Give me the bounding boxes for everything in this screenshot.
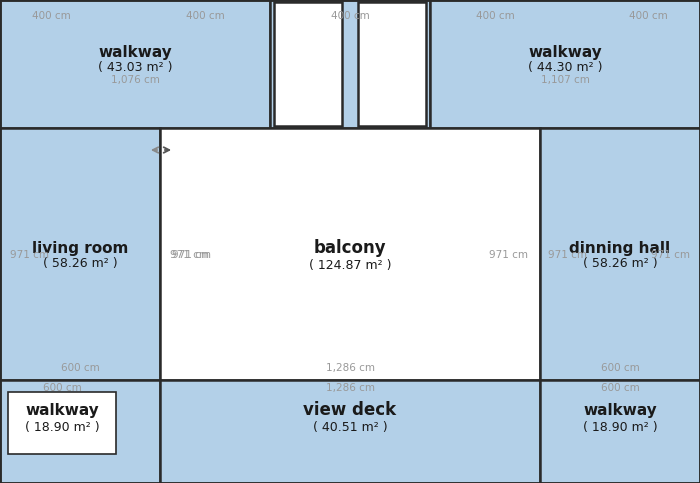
Bar	[540, 380, 700, 483]
Text: living room: living room	[32, 241, 128, 256]
Bar	[358, 2, 426, 126]
Text: 971 cm: 971 cm	[10, 250, 49, 260]
Text: ( 18.90 m² ): ( 18.90 m² )	[25, 422, 99, 435]
Text: 1,076 cm: 1,076 cm	[111, 75, 160, 85]
Text: ( 43.03 m² ): ( 43.03 m² )	[98, 60, 172, 73]
Bar	[270, 0, 430, 128]
Text: 971 cm: 971 cm	[172, 250, 211, 260]
Text: dinning hall: dinning hall	[569, 241, 671, 256]
Bar	[274, 2, 342, 126]
Text: ( 40.51 m² ): ( 40.51 m² )	[313, 422, 387, 435]
Text: 971 cm: 971 cm	[170, 250, 209, 260]
Bar	[0, 128, 160, 380]
Text: 1,286 cm: 1,286 cm	[326, 383, 374, 393]
Text: 971 cm: 971 cm	[489, 250, 528, 260]
Text: 400 cm: 400 cm	[32, 11, 71, 21]
Text: 600 cm: 600 cm	[61, 363, 99, 373]
Bar	[160, 128, 540, 380]
Text: ( 58.26 m² ): ( 58.26 m² )	[582, 256, 657, 270]
Bar	[0, 380, 160, 483]
Text: 400 cm: 400 cm	[629, 11, 668, 21]
Text: 600 cm: 600 cm	[43, 383, 81, 393]
Text: 400 cm: 400 cm	[330, 11, 370, 21]
Text: 400 cm: 400 cm	[186, 11, 225, 21]
Text: 400 cm: 400 cm	[475, 11, 514, 21]
Text: 1,286 cm: 1,286 cm	[326, 363, 374, 373]
Text: ( 18.90 m² ): ( 18.90 m² )	[582, 422, 657, 435]
Bar	[160, 380, 540, 483]
Bar	[0, 0, 270, 128]
Text: 600 cm: 600 cm	[601, 363, 639, 373]
Text: 1,107 cm: 1,107 cm	[540, 75, 589, 85]
Bar	[430, 0, 700, 128]
Text: walkway: walkway	[98, 44, 172, 59]
Text: ( 124.87 m² ): ( 124.87 m² )	[309, 258, 391, 271]
Text: 971 cm: 971 cm	[548, 250, 587, 260]
Bar	[540, 128, 700, 380]
Text: walkway: walkway	[528, 44, 602, 59]
Text: ( 58.26 m² ): ( 58.26 m² )	[43, 256, 118, 270]
Text: view deck: view deck	[303, 401, 397, 419]
Text: balcony: balcony	[314, 239, 386, 257]
Text: 600 cm: 600 cm	[601, 383, 639, 393]
Text: ( 44.30 m² ): ( 44.30 m² )	[528, 60, 602, 73]
Text: 971 cm: 971 cm	[651, 250, 690, 260]
Text: walkway: walkway	[583, 402, 657, 417]
Bar	[8, 392, 116, 454]
Text: walkway: walkway	[25, 402, 99, 417]
